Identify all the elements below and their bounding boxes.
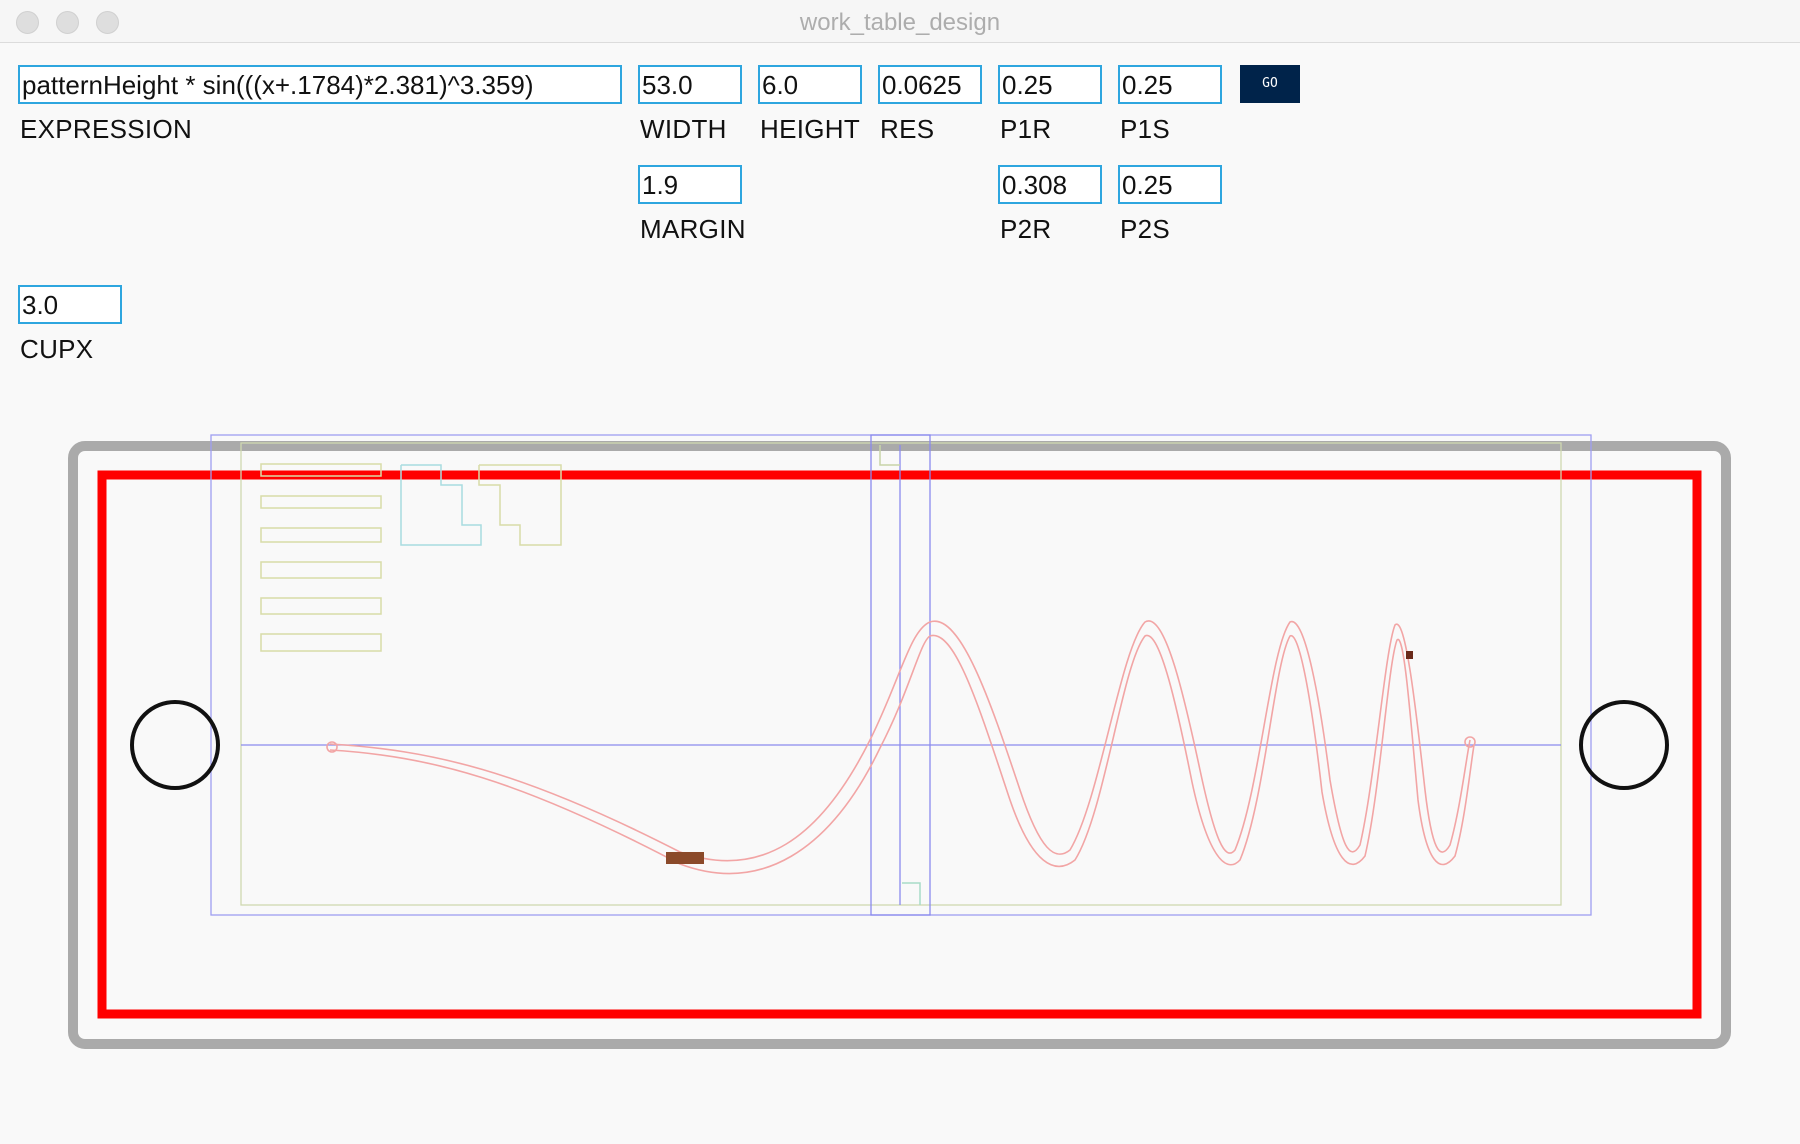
height-input[interactable] <box>758 65 862 104</box>
close-window-icon[interactable] <box>16 11 39 34</box>
minimize-window-icon[interactable] <box>56 11 79 34</box>
cupx-input[interactable] <box>18 285 122 324</box>
width-input[interactable] <box>638 65 742 104</box>
expression-input[interactable] <box>18 65 622 104</box>
right-cup-circle <box>1579 700 1669 790</box>
center-divider-guide <box>870 434 931 916</box>
outer-guide-rect <box>210 434 1592 916</box>
p1r-label: P1R <box>1000 114 1052 144</box>
zoom-window-icon[interactable] <box>96 11 119 34</box>
p1s-input[interactable] <box>1118 65 1222 104</box>
window-title: work_table_design <box>799 9 1001 36</box>
expression-label: EXPRESSION <box>20 114 193 144</box>
template-slat <box>260 527 382 543</box>
template-slat <box>260 561 382 579</box>
template-step-piece <box>478 464 562 546</box>
p1s-label: P1S <box>1120 114 1171 144</box>
material-rect <box>240 442 1562 906</box>
pattern-curve <box>326 620 1476 875</box>
cupx-label: CUPX <box>20 334 94 364</box>
res-label: RES <box>880 114 935 144</box>
margin-label: MARGIN <box>640 214 746 244</box>
bottom-notch <box>902 882 921 905</box>
curve-marker <box>666 852 704 864</box>
height-label: HEIGHT <box>760 114 861 144</box>
curve-marker <box>1406 651 1413 659</box>
go-button[interactable]: GO <box>1240 65 1300 103</box>
p2s-label: P2S <box>1120 214 1171 244</box>
p1r-input[interactable] <box>998 65 1102 104</box>
template-slat <box>260 463 382 477</box>
p2s-input[interactable] <box>1118 165 1222 204</box>
title-bar: work_table_design <box>0 0 1800 43</box>
template-step-piece <box>400 464 482 546</box>
template-slat <box>260 633 382 652</box>
left-cup-circle <box>130 700 220 790</box>
width-label: WIDTH <box>640 114 727 144</box>
margin-input[interactable] <box>638 165 742 204</box>
template-slat <box>260 495 382 509</box>
p2r-label: P2R <box>1000 214 1052 244</box>
template-slat <box>260 597 382 615</box>
p2r-input[interactable] <box>998 165 1102 204</box>
res-input[interactable] <box>878 65 982 104</box>
top-notch <box>879 445 900 466</box>
